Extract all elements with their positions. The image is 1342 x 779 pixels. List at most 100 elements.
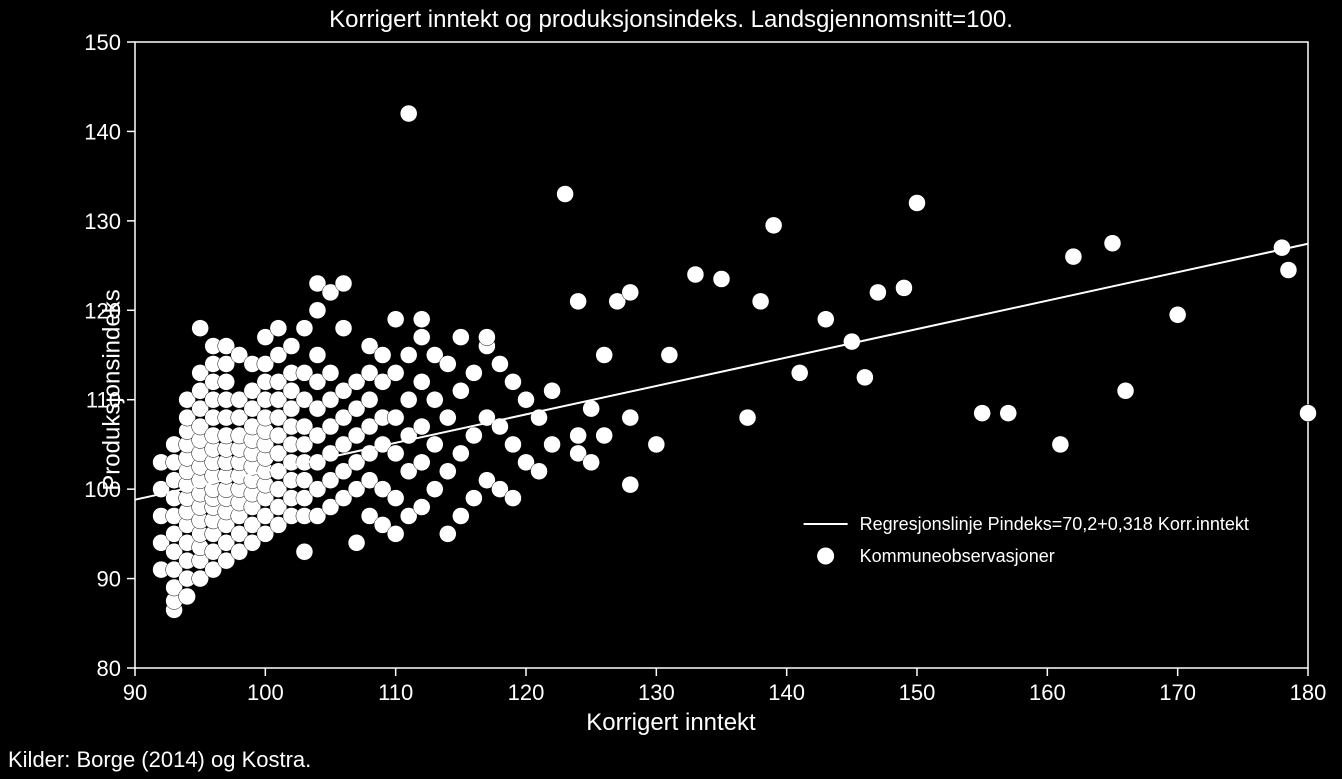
y-tick-label: 140 [84,119,121,144]
data-point [1065,248,1082,265]
data-point [413,329,430,346]
data-point [765,217,782,234]
data-point [1300,405,1317,422]
data-point [439,463,456,480]
data-point [309,347,326,364]
data-point [179,588,196,605]
data-point [296,320,313,337]
legend-point-label: Kommuneobservasjoner [860,546,1055,566]
data-point [752,293,769,310]
data-point [465,490,482,507]
y-tick-label: 110 [86,388,121,413]
data-point [400,391,417,408]
data-point [465,364,482,381]
data-point [531,463,548,480]
data-point [1280,262,1297,279]
data-point [570,427,587,444]
data-point [583,400,600,417]
data-point [518,391,535,408]
data-point [309,302,326,319]
data-point [387,490,404,507]
data-point [439,409,456,426]
data-point [426,436,443,453]
x-tick-label: 110 [378,680,413,705]
data-point [739,409,756,426]
x-tick-label: 100 [247,680,284,705]
data-point [596,347,613,364]
data-point [869,284,886,301]
data-point [452,382,469,399]
data-point [400,347,417,364]
data-point [413,311,430,328]
data-point [1169,306,1186,323]
data-point [426,481,443,498]
data-point [452,445,469,462]
data-point [387,364,404,381]
data-point [1052,436,1069,453]
data-point [426,391,443,408]
data-point [413,454,430,471]
data-point [270,320,287,337]
data-point [283,338,300,355]
data-point [895,279,912,296]
data-point [296,543,313,560]
scatter-plot-svg: 9010011012013014015016017018080901001101… [0,0,1342,779]
legend-line-label: Regresjonslinje Pindeks=70,2+0,318 Korr.… [860,514,1249,534]
data-point [387,525,404,542]
data-point [570,293,587,310]
data-point [387,409,404,426]
y-tick-label: 90 [97,567,121,592]
data-point [1000,405,1017,422]
data-point [544,436,561,453]
data-point [504,490,521,507]
data-point [361,391,378,408]
data-point [1117,382,1134,399]
data-point [504,436,521,453]
data-point [335,275,352,292]
data-point [478,329,495,346]
data-point [544,382,561,399]
data-point [648,436,665,453]
data-point [596,427,613,444]
data-point [557,186,574,203]
data-point [661,347,678,364]
data-point [387,445,404,462]
y-tick-label: 130 [84,209,121,234]
data-point [817,311,834,328]
data-point [687,266,704,283]
data-point [713,270,730,287]
data-point [218,373,235,390]
y-tick-label: 80 [97,656,121,681]
data-point [491,355,508,372]
data-point [909,194,926,211]
x-tick-label: 160 [1029,680,1066,705]
data-point [504,373,521,390]
data-point [335,320,352,337]
legend-point-marker [817,548,834,565]
data-point [1104,235,1121,252]
data-point [348,534,365,551]
data-point [413,418,430,435]
data-point [583,454,600,471]
data-point [974,405,991,422]
y-tick-label: 100 [84,477,121,502]
data-point [192,320,209,337]
data-point [622,284,639,301]
data-point [622,476,639,493]
x-tick-label: 170 [1159,680,1196,705]
data-point [465,427,482,444]
data-point [622,409,639,426]
x-tick-label: 140 [768,680,805,705]
data-point [413,373,430,390]
y-tick-label: 150 [84,30,121,55]
x-tick-label: 120 [508,680,545,705]
x-tick-label: 150 [899,680,936,705]
data-point [374,347,391,364]
x-tick-label: 90 [123,680,147,705]
data-point [400,105,417,122]
x-tick-label: 180 [1290,680,1327,705]
chart-container: { "chart": { "type": "scatter", "title":… [0,0,1342,779]
data-point [791,364,808,381]
x-tick-label: 130 [638,680,675,705]
data-point [322,364,339,381]
